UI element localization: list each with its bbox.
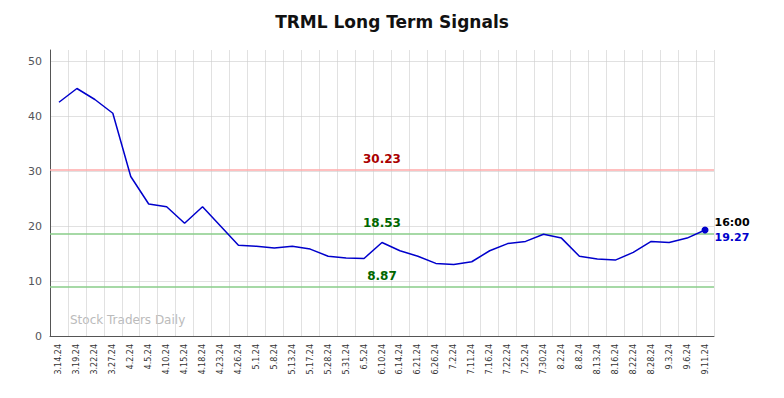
- svg-text:9.11.24: 9.11.24: [701, 344, 710, 375]
- svg-text:7.16.24: 7.16.24: [485, 344, 494, 375]
- svg-text:9.3.24: 9.3.24: [665, 344, 674, 369]
- svg-text:8.16.24: 8.16.24: [611, 344, 620, 375]
- svg-text:4.10.24: 4.10.24: [162, 344, 171, 375]
- svg-text:8.22.24: 8.22.24: [629, 344, 638, 375]
- svg-text:50: 50: [28, 55, 42, 68]
- svg-text:4.5.24: 4.5.24: [144, 344, 153, 369]
- svg-text:Stock Traders Daily: Stock Traders Daily: [70, 313, 185, 327]
- svg-text:7.25.24: 7.25.24: [521, 344, 530, 375]
- svg-text:16:00: 16:00: [715, 216, 750, 229]
- svg-text:20: 20: [28, 220, 42, 233]
- svg-text:18.53: 18.53: [363, 216, 401, 230]
- svg-text:4.18.24: 4.18.24: [198, 344, 207, 375]
- svg-text:7.2.24: 7.2.24: [449, 344, 458, 369]
- svg-text:30: 30: [28, 165, 42, 178]
- svg-text:5.28.24: 5.28.24: [324, 344, 333, 375]
- svg-text:7.11.24: 7.11.24: [467, 344, 476, 375]
- svg-text:9.6.24: 9.6.24: [683, 344, 692, 369]
- svg-text:8.13.24: 8.13.24: [593, 344, 602, 375]
- svg-text:19.27: 19.27: [715, 231, 750, 244]
- svg-text:TRML Long Term Signals: TRML Long Term Signals: [275, 12, 509, 32]
- svg-text:0: 0: [35, 330, 42, 343]
- svg-text:5.8.24: 5.8.24: [270, 344, 279, 369]
- svg-text:4.2.24: 4.2.24: [126, 344, 135, 369]
- svg-text:7.30.24: 7.30.24: [539, 344, 548, 375]
- svg-text:8.2.24: 8.2.24: [557, 344, 566, 369]
- svg-text:6.10.24: 6.10.24: [378, 344, 387, 375]
- svg-text:6.21.24: 6.21.24: [413, 344, 422, 375]
- svg-text:3.22.24: 3.22.24: [90, 344, 99, 375]
- svg-text:5.13.24: 5.13.24: [288, 344, 297, 375]
- svg-text:5.1.24: 5.1.24: [252, 344, 261, 369]
- svg-text:4.15.24: 4.15.24: [180, 344, 189, 375]
- svg-text:6.14.24: 6.14.24: [395, 344, 404, 375]
- svg-text:4.26.24: 4.26.24: [234, 344, 243, 375]
- svg-text:8.8.24: 8.8.24: [575, 344, 584, 369]
- svg-text:3.19.24: 3.19.24: [72, 344, 81, 375]
- svg-text:40: 40: [28, 110, 42, 123]
- svg-text:3.14.24: 3.14.24: [54, 344, 63, 375]
- svg-text:5.31.24: 5.31.24: [342, 344, 351, 375]
- svg-text:5.17.24: 5.17.24: [306, 344, 315, 375]
- svg-text:10: 10: [28, 275, 42, 288]
- svg-text:8.87: 8.87: [367, 269, 397, 283]
- svg-text:6.5.24: 6.5.24: [360, 344, 369, 369]
- svg-text:8.28.24: 8.28.24: [647, 344, 656, 375]
- svg-text:6.26.24: 6.26.24: [431, 344, 440, 375]
- svg-text:7.22.24: 7.22.24: [503, 344, 512, 375]
- svg-text:4.23.24: 4.23.24: [216, 344, 225, 375]
- svg-text:3.27.24: 3.27.24: [108, 344, 117, 375]
- svg-text:30.23: 30.23: [363, 152, 401, 166]
